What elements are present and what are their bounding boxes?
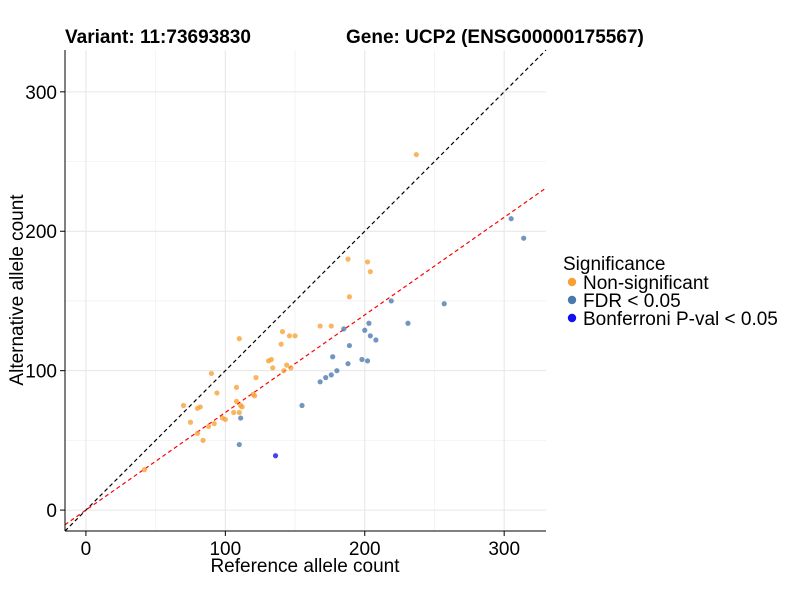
legend-label: FDR < 0.05 bbox=[583, 291, 681, 312]
legend-title: Significance bbox=[563, 254, 665, 275]
point-fdr-0-05 bbox=[364, 358, 371, 364]
x-tick-label: 300 bbox=[488, 539, 520, 560]
point-non-significant bbox=[252, 393, 258, 399]
y-axis-ticks: 0 100 200 300 bbox=[25, 83, 65, 522]
point-non-significant bbox=[286, 333, 293, 339]
minor-gridlines bbox=[65, 50, 546, 531]
point-non-significant bbox=[270, 365, 276, 371]
point-fdr-0-05 bbox=[366, 320, 372, 326]
point-fdr-0-05 bbox=[521, 235, 527, 241]
y-tick-label: 200 bbox=[25, 222, 57, 243]
point-non-significant bbox=[233, 384, 240, 390]
x-axis-title: Reference allele count bbox=[210, 556, 400, 577]
point-non-significant bbox=[367, 269, 373, 275]
x-tick-label: 100 bbox=[209, 539, 241, 560]
point-fdr-0-05 bbox=[236, 441, 242, 448]
point-non-significant bbox=[222, 416, 228, 423]
point-non-significant bbox=[268, 356, 274, 363]
legend-marker bbox=[567, 313, 577, 323]
y-tick-label: 300 bbox=[25, 83, 57, 104]
y-tick-label: 100 bbox=[25, 362, 57, 383]
point-non-significant bbox=[284, 362, 290, 368]
point-fdr-0-05 bbox=[441, 301, 447, 307]
plot-panel: 0 100 200 300 0 100 200 300 bbox=[25, 49, 547, 560]
point-fdr-0-05 bbox=[345, 361, 351, 367]
point-fdr-0-05 bbox=[317, 379, 323, 385]
point-non-significant bbox=[253, 375, 259, 381]
y-tick-label: 0 bbox=[46, 501, 57, 522]
point-non-significant bbox=[364, 259, 371, 265]
data-points bbox=[141, 151, 527, 473]
point-non-significant bbox=[345, 256, 351, 262]
reference-lines bbox=[64, 49, 547, 532]
point-non-significant bbox=[281, 368, 287, 374]
legend-label: Non-significant bbox=[583, 273, 709, 294]
point-non-significant bbox=[200, 437, 206, 443]
x-axis-ticks: 0 100 200 300 bbox=[81, 531, 520, 560]
point-fdr-0-05 bbox=[508, 216, 514, 222]
y-axis-title: Alternative allele count bbox=[7, 194, 28, 386]
point-fdr-0-05 bbox=[328, 372, 334, 378]
identity-reference-line bbox=[64, 49, 547, 532]
point-non-significant bbox=[328, 323, 334, 329]
x-tick-label: 200 bbox=[349, 539, 381, 560]
legend-marker bbox=[567, 277, 577, 287]
point-non-significant bbox=[346, 294, 353, 300]
point-non-significant bbox=[180, 402, 187, 409]
point-fdr-0-05 bbox=[299, 402, 305, 409]
major-gridlines bbox=[65, 50, 546, 531]
point-fdr-0-05 bbox=[323, 375, 329, 381]
point-non-significant bbox=[211, 421, 217, 427]
title-gene: Gene: UCP2 (ENSG00000175567) bbox=[346, 27, 644, 48]
point-non-significant bbox=[292, 333, 298, 339]
title-variant: Variant: 11:73693830 bbox=[65, 27, 251, 48]
legend-marker bbox=[567, 295, 577, 305]
point-non-significant bbox=[288, 365, 294, 371]
point-non-significant bbox=[239, 404, 245, 410]
point-non-significant bbox=[206, 423, 212, 430]
point-fdr-0-05 bbox=[346, 342, 353, 349]
point-non-significant bbox=[214, 390, 220, 396]
point-fdr-0-05 bbox=[373, 337, 379, 343]
point-non-significant bbox=[187, 419, 194, 425]
point-non-significant bbox=[278, 341, 284, 347]
point-non-significant bbox=[208, 370, 214, 377]
point-fdr-0-05 bbox=[330, 354, 336, 360]
point-non-significant bbox=[231, 409, 237, 416]
point-fdr-0-05 bbox=[405, 320, 411, 326]
point-non-significant bbox=[317, 323, 323, 329]
x-tick-label: 0 bbox=[81, 539, 92, 560]
point-fdr-0-05 bbox=[359, 356, 365, 363]
point-fdr-0-05 bbox=[334, 368, 340, 374]
point-fdr-0-05 bbox=[362, 327, 368, 333]
point-fdr-0-05 bbox=[367, 333, 373, 339]
point-non-significant bbox=[141, 467, 148, 473]
point-non-significant bbox=[233, 398, 240, 404]
point-non-significant bbox=[194, 430, 201, 437]
legend-label: Bonferroni P-val < 0.05 bbox=[583, 309, 778, 330]
point-fdr-0-05 bbox=[341, 326, 347, 332]
point-bonferroni-p-val-0-05 bbox=[272, 453, 279, 459]
point-non-significant bbox=[236, 409, 242, 416]
point-fdr-0-05 bbox=[238, 415, 244, 421]
point-non-significant bbox=[197, 404, 203, 410]
point-non-significant bbox=[413, 151, 419, 158]
point-non-significant bbox=[279, 329, 286, 335]
point-fdr-0-05 bbox=[388, 298, 394, 304]
point-non-significant bbox=[236, 336, 242, 342]
